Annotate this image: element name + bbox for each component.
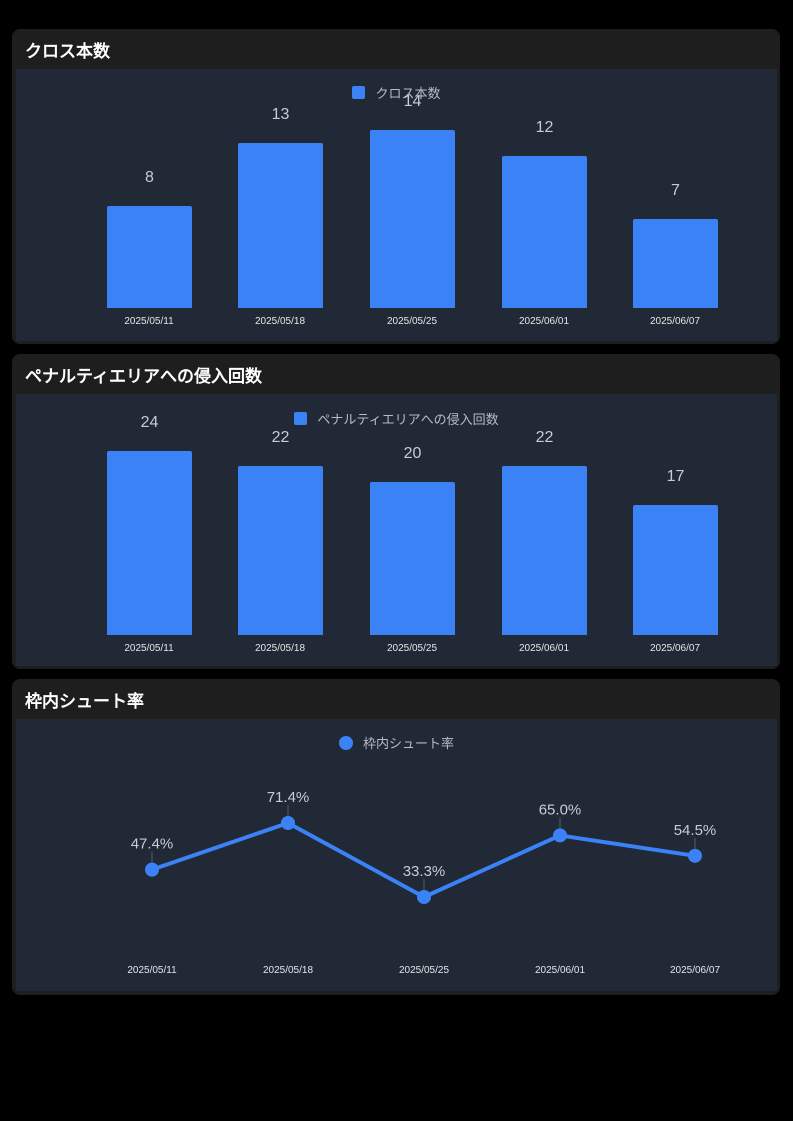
- legend-label: ペナルティエリアへの侵入回数: [317, 413, 499, 428]
- chart-legend[interactable]: ペナルティエリアへの侵入回数: [16, 409, 777, 428]
- data-label: 65.0%: [539, 801, 582, 818]
- data-label: 24: [140, 414, 159, 431]
- chart-legend[interactable]: 枠内シュート率: [16, 733, 777, 752]
- penalty-area-entries-card: ペナルティエリアへの侵入回数 ペナルティエリアへの侵入回数 24 2025/05/…: [12, 354, 780, 669]
- legend-circle-icon: [338, 735, 353, 750]
- x-axis-label: 2025/05/11: [124, 643, 174, 654]
- x-axis-label: 2025/05/25: [386, 643, 438, 654]
- bar[interactable]: [107, 451, 192, 635]
- data-label: 71.4%: [267, 789, 310, 806]
- cross-count-chart: クロス本数 8 2025/05/11 13 2025/05/18 14 2025/05/2…: [16, 69, 777, 341]
- data-label: 8: [145, 169, 154, 186]
- chart-legend[interactable]: クロス本数: [16, 83, 777, 102]
- data-label: 33.3%: [403, 863, 446, 880]
- data-label: 47.4%: [131, 836, 174, 853]
- data-label: 22: [271, 429, 290, 446]
- line-plot: 47.4% 71.4% 33.3% 65.0% 54.5%: [131, 789, 717, 904]
- bar[interactable]: [502, 156, 587, 308]
- data-label: 22: [535, 429, 554, 446]
- x-axis-label: 2025/05/25: [386, 316, 438, 327]
- data-label: 54.5%: [674, 822, 717, 839]
- x-axis-label: 2025/05/18: [262, 965, 314, 976]
- data-label: 17: [666, 468, 685, 485]
- data-point[interactable]: [417, 890, 431, 904]
- x-axis-label: 2025/05/18: [254, 643, 306, 654]
- x-axis-label: 2025/06/07: [669, 965, 721, 976]
- bar[interactable]: [370, 130, 455, 308]
- data-label: 13: [271, 106, 290, 123]
- bar[interactable]: [238, 143, 323, 308]
- bar[interactable]: [633, 505, 718, 635]
- data-label: 12: [535, 119, 554, 136]
- x-axis-label: 2025/05/11: [127, 965, 177, 976]
- data-point[interactable]: [145, 862, 159, 877]
- data-point[interactable]: [688, 848, 702, 863]
- data-label: 14: [403, 93, 422, 110]
- bar[interactable]: [238, 466, 323, 635]
- cross-count-card: クロス本数 クロス本数 8 2025/05/11 13 2025/05/18 14 202…: [12, 29, 780, 344]
- data-point[interactable]: [553, 828, 567, 843]
- x-axis-label: 2025/06/01: [534, 965, 586, 976]
- shots-on-target-card: 枠内シュート率 枠内シュート率 47.4% 71.4% 33.3% 65.0% 54.5…: [12, 679, 780, 995]
- card-title: クロス本数: [25, 41, 110, 62]
- x-axis-label: 2025/06/01: [518, 316, 570, 327]
- card-title: ペナルティエリアへの侵入回数: [25, 366, 262, 387]
- x-axis-label: 2025/05/18: [254, 316, 306, 327]
- data-label: 7: [671, 182, 680, 199]
- bar[interactable]: [370, 482, 455, 635]
- x-axis-label: 2025/05/25: [398, 965, 450, 976]
- penalty-area-entries-chart: ペナルティエリアへの侵入回数 24 2025/05/11 22 2025/05/18 2…: [16, 394, 777, 666]
- legend-label: 枠内シュート率: [362, 737, 454, 752]
- legend-square-icon: [294, 412, 308, 425]
- legend-label: クロス本数: [375, 87, 441, 102]
- card-title: 枠内シュート率: [25, 691, 144, 712]
- x-axis-label: 2025/06/01: [518, 643, 570, 654]
- data-label: 20: [403, 445, 422, 462]
- x-axis-label: 2025/06/07: [649, 316, 701, 327]
- legend-square-icon: [352, 86, 366, 99]
- bar[interactable]: [107, 206, 192, 308]
- bar[interactable]: [502, 466, 587, 635]
- shots-on-target-chart: 枠内シュート率 47.4% 71.4% 33.3% 65.0% 54.5% 2025/0…: [16, 719, 777, 991]
- data-point[interactable]: [281, 816, 295, 830]
- x-axis-label: 2025/05/11: [124, 316, 174, 327]
- x-axis-label: 2025/06/07: [649, 643, 701, 654]
- bar[interactable]: [633, 219, 718, 308]
